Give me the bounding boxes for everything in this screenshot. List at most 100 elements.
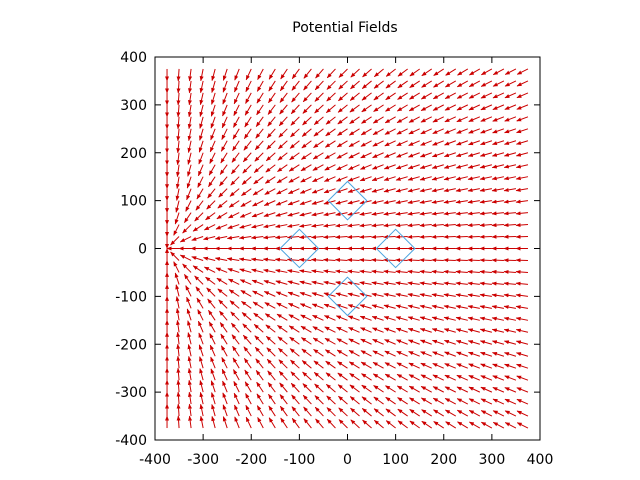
field-arrow [491, 223, 504, 228]
field-arrow [479, 223, 492, 228]
field-arrow [291, 68, 300, 80]
field-arrow [267, 116, 276, 127]
field-arrow [504, 140, 517, 145]
field-arrow [314, 395, 324, 405]
field-arrow [480, 140, 493, 146]
field-arrow [267, 382, 276, 393]
field-arrow [431, 258, 444, 263]
field-arrow [239, 268, 252, 273]
field-arrow [289, 152, 300, 161]
field-arrow [267, 370, 276, 381]
field-arrow [313, 116, 324, 125]
field-arrow [176, 415, 181, 429]
x-tick-label: -100 [283, 452, 315, 468]
field-arrow [324, 164, 336, 171]
field-arrow [373, 385, 384, 393]
field-arrow [396, 128, 408, 135]
field-arrow [278, 140, 288, 150]
field-arrow [336, 152, 348, 159]
field-arrow [256, 92, 264, 104]
field-arrow [408, 128, 420, 135]
field-arrow [455, 328, 468, 333]
field-arrow [226, 257, 240, 262]
field-arrow [420, 374, 432, 381]
field-arrow [194, 275, 204, 285]
field-arrow [182, 224, 192, 234]
y-tick-label: -100 [115, 289, 147, 305]
field-arrow [432, 374, 444, 381]
field-arrow [395, 304, 408, 309]
field-arrow [335, 292, 348, 297]
field-arrow [347, 292, 360, 297]
field-arrow [444, 397, 457, 405]
field-arrow [443, 223, 456, 228]
field-arrow [432, 104, 444, 111]
field-arrow [384, 116, 396, 124]
field-arrow [245, 393, 252, 405]
field-arrow [217, 200, 228, 209]
field-arrow [176, 319, 180, 333]
field-arrow [175, 296, 180, 309]
field-arrow [255, 116, 264, 127]
field-arrow [396, 339, 408, 345]
field-arrow [457, 68, 469, 76]
field-arrow [371, 292, 384, 297]
field-arrow [431, 339, 444, 345]
field-arrow [455, 293, 468, 298]
field-arrow [444, 116, 456, 123]
y-axis: 400 300 200 100 0 -100 -200 -300 -400 [115, 50, 540, 449]
field-arrow [419, 316, 432, 321]
field-arrow [310, 257, 324, 262]
field-arrow [385, 420, 396, 429]
field-arrow [252, 188, 264, 196]
field-arrow [291, 80, 300, 91]
field-arrow [265, 164, 276, 173]
field-arrow [467, 269, 480, 274]
field-arrow [515, 140, 529, 145]
field-arrow [407, 328, 420, 333]
field-arrow [287, 188, 300, 195]
field-arrow [372, 338, 384, 345]
field-arrow [276, 302, 288, 309]
field-arrow [456, 104, 469, 111]
field-arrow [347, 258, 360, 262]
field-arrow [455, 164, 468, 169]
field-arrow [360, 327, 372, 333]
field-arrow [455, 223, 468, 228]
field-arrow [199, 116, 204, 129]
field-arrow [312, 326, 324, 333]
field-arrow [187, 152, 192, 165]
field-arrow [250, 235, 264, 240]
field-arrow [445, 68, 457, 76]
field-arrow [313, 360, 324, 369]
field-arrow [234, 416, 240, 429]
field-arrow [407, 176, 420, 181]
field-arrow [326, 418, 336, 429]
field-arrow [254, 335, 264, 345]
field-arrow [211, 92, 216, 105]
field-arrow [492, 104, 505, 111]
chart-title: Potential Fields [292, 20, 397, 36]
field-arrow [232, 128, 240, 140]
field-arrow [337, 372, 348, 381]
field-arrow [174, 272, 180, 285]
field-arrow [396, 385, 408, 393]
field-arrow [323, 176, 336, 182]
field-arrow [174, 212, 180, 225]
field-arrow [203, 266, 216, 273]
field-arrow [360, 338, 372, 345]
field-arrow [419, 339, 432, 345]
field-arrow [444, 409, 457, 417]
field-arrow [222, 392, 228, 405]
field-arrow [290, 116, 300, 126]
field-arrow [456, 128, 468, 134]
field-arrow [315, 68, 324, 79]
field-arrow [176, 391, 181, 405]
field-arrow [384, 128, 396, 135]
field-arrow [408, 104, 420, 112]
field-arrow [456, 80, 469, 88]
field-arrow [299, 223, 312, 228]
field-arrow [256, 381, 264, 393]
field-arrow [289, 336, 300, 345]
field-arrow [395, 292, 408, 297]
